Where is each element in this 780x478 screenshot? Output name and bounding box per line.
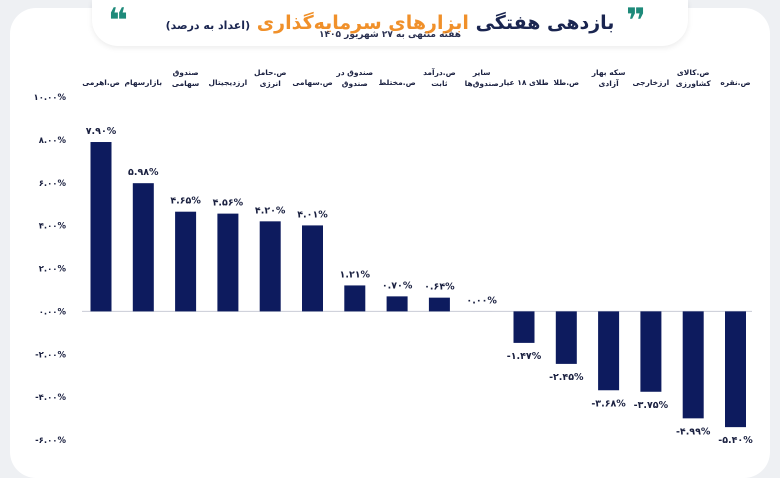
data-label: ۴.۶۵% — [170, 196, 201, 207]
data-label: -۴.۹۹% — [676, 426, 711, 437]
data-label: ۷.۹۰% — [86, 126, 117, 137]
bar — [598, 311, 619, 390]
data-label: -۵.۴۰% — [718, 435, 753, 446]
category-label: صندوق در — [335, 68, 373, 77]
category-label: بازارسهام — [125, 78, 163, 87]
category-label: ارزخارجی — [633, 78, 670, 87]
data-label: ۴.۰۱% — [297, 209, 328, 220]
category-label: ثابت — [431, 79, 448, 88]
bar — [217, 214, 238, 312]
category-label: ص.نقره — [720, 78, 750, 87]
category-label: ارزدیجیتال — [209, 78, 248, 87]
y-tick-label: ۴.۰۰% — [39, 222, 67, 232]
y-tick-label: -۴.۰۰% — [35, 393, 66, 403]
bar — [640, 311, 661, 391]
data-label: -۳.۶۸% — [591, 398, 626, 409]
data-label: -۳.۷۵% — [634, 400, 669, 411]
category-label: صندوق‌ها — [465, 79, 499, 88]
category-label: سایر — [472, 68, 491, 77]
category-label: صندوق — [173, 68, 199, 77]
bar — [344, 285, 365, 311]
data-label: ۴.۲۰% — [255, 205, 286, 216]
category-label: ص.درآمد — [423, 67, 456, 77]
bar — [556, 311, 577, 364]
y-tick-label: -۶.۰۰% — [35, 436, 66, 446]
data-label: ۰.۶۴% — [424, 282, 455, 293]
bar — [387, 296, 408, 311]
category-label: سکه بهار — [591, 68, 626, 77]
data-label: ۱.۲۱% — [340, 269, 371, 280]
category-label: کشاورزی — [676, 79, 712, 88]
data-label: ۴.۵۶% — [213, 198, 244, 209]
bar — [514, 311, 535, 343]
data-label: ۵.۹۸% — [128, 167, 159, 178]
category-label: آزادی — [599, 78, 620, 88]
bar — [133, 183, 154, 311]
bar — [683, 311, 704, 418]
category-label: صندوق — [342, 79, 368, 88]
category-label: ص.اهرمی — [82, 78, 120, 87]
data-label: -۲.۴۵% — [549, 372, 584, 383]
category-label: ص.مختلط — [379, 78, 416, 87]
y-tick-label: ۰.۰۰% — [39, 307, 67, 317]
data-label: ۰.۷۰% — [382, 280, 413, 291]
data-label: ۰.۰۰% — [466, 295, 497, 306]
bar — [175, 212, 196, 312]
bar — [429, 298, 450, 312]
bar — [91, 142, 112, 311]
bar — [725, 311, 746, 427]
category-label: ص.سهامی — [292, 78, 332, 87]
category-label: سهامی — [172, 79, 199, 88]
data-label: -۱.۴۷% — [507, 351, 542, 362]
category-label: ص.طلا — [553, 78, 579, 87]
bar — [302, 225, 323, 311]
category-label: انرژی — [260, 79, 281, 88]
y-tick-label: -۲.۰۰% — [35, 350, 66, 360]
y-tick-label: ۸.۰۰% — [39, 136, 67, 146]
category-label: ص.کالای — [677, 68, 710, 77]
y-tick-label: ۲.۰۰% — [39, 265, 67, 275]
y-tick-label: ۱۰.۰۰% — [34, 93, 67, 103]
y-tick-label: ۶.۰۰% — [39, 179, 67, 189]
bar — [260, 221, 281, 311]
category-label: طلای ۱۸ عیار — [498, 78, 548, 87]
category-label: ص.حامل — [254, 68, 287, 77]
